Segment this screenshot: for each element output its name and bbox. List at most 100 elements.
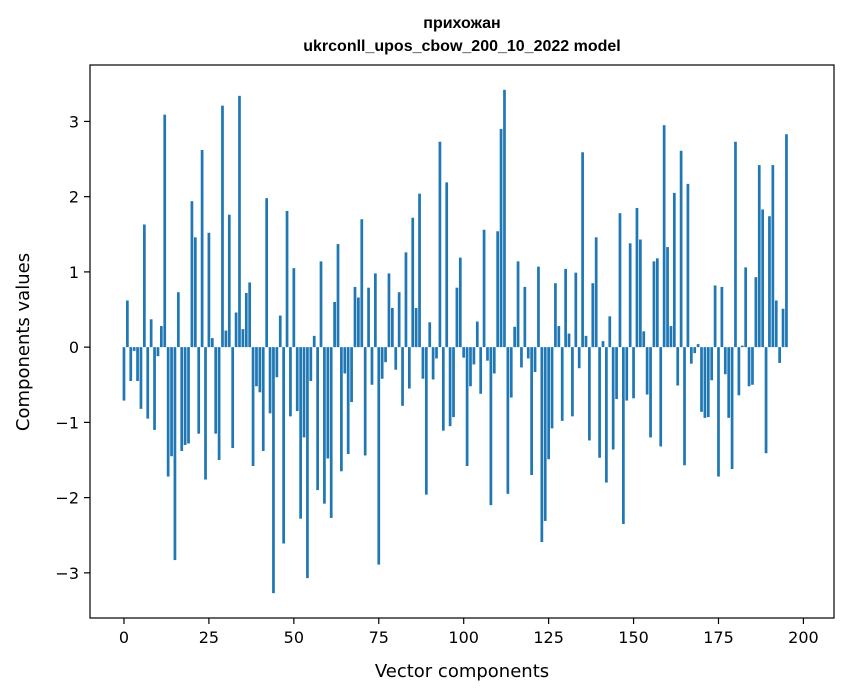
bar xyxy=(703,347,707,418)
bar xyxy=(537,266,540,348)
bar xyxy=(764,347,768,454)
bar xyxy=(445,182,449,348)
bar xyxy=(326,347,330,459)
bar xyxy=(747,347,751,387)
bar xyxy=(625,347,629,401)
bar xyxy=(241,329,245,348)
bar xyxy=(200,150,204,348)
bar xyxy=(170,347,173,457)
bar xyxy=(584,335,588,348)
bar xyxy=(458,257,462,348)
bar xyxy=(292,268,296,348)
bar xyxy=(306,347,309,579)
bar xyxy=(761,209,765,348)
bar xyxy=(207,232,211,348)
bar xyxy=(143,224,146,348)
bar xyxy=(577,347,581,369)
bar xyxy=(244,292,248,348)
bar xyxy=(672,192,676,348)
x-tick-label: 150 xyxy=(618,628,649,647)
bar xyxy=(679,150,683,348)
bar xyxy=(367,287,370,348)
bar xyxy=(350,347,353,403)
bar xyxy=(421,347,425,379)
bar xyxy=(489,347,493,506)
bar xyxy=(652,261,656,348)
bar xyxy=(700,347,703,412)
bar xyxy=(394,347,398,370)
bar xyxy=(482,229,486,348)
bar xyxy=(740,345,744,348)
bar xyxy=(499,128,503,348)
bar xyxy=(781,308,785,348)
bar xyxy=(547,347,550,460)
bar xyxy=(441,347,445,431)
bar xyxy=(424,347,428,495)
bar xyxy=(285,210,289,348)
bar xyxy=(234,312,238,348)
y-axis-label: Components values xyxy=(13,253,34,431)
x-tick-label: 175 xyxy=(703,628,734,647)
bar xyxy=(431,347,435,380)
bar xyxy=(265,198,269,348)
bar xyxy=(391,308,394,348)
x-tick-label: 25 xyxy=(199,628,219,647)
bar xyxy=(720,286,724,348)
bar xyxy=(639,239,642,348)
y-tick-label: 2 xyxy=(69,188,79,207)
bar xyxy=(173,347,177,561)
bar xyxy=(608,316,612,348)
bar xyxy=(727,347,731,418)
bar xyxy=(594,237,598,348)
bar xyxy=(778,347,781,363)
bar xyxy=(513,326,517,348)
bar xyxy=(159,326,163,348)
bar xyxy=(166,347,170,477)
bar xyxy=(737,347,741,396)
bar xyxy=(323,347,326,504)
bar xyxy=(734,141,737,348)
bar xyxy=(316,347,319,491)
bar xyxy=(588,347,591,441)
bar xyxy=(227,214,231,348)
y-tick-label: 3 xyxy=(69,112,79,131)
bar xyxy=(255,347,258,387)
bar xyxy=(479,347,483,394)
bar xyxy=(411,217,415,348)
bar xyxy=(543,347,547,521)
bar xyxy=(465,347,469,467)
x-tick-label: 0 xyxy=(119,628,129,647)
bar xyxy=(618,213,622,348)
bar xyxy=(706,347,710,418)
bar xyxy=(187,347,190,444)
bar xyxy=(560,347,564,421)
bar xyxy=(744,267,748,348)
bar xyxy=(221,105,224,348)
bar xyxy=(428,322,432,348)
bar xyxy=(231,347,235,448)
bar xyxy=(418,193,421,348)
bar xyxy=(455,287,459,348)
bar xyxy=(139,347,143,409)
bar xyxy=(723,347,727,375)
bar xyxy=(333,302,336,348)
bar xyxy=(550,347,554,429)
bar xyxy=(210,338,214,348)
bar xyxy=(357,297,360,348)
bar xyxy=(649,347,652,438)
bar xyxy=(774,300,778,348)
bar xyxy=(272,347,275,594)
bar xyxy=(601,341,605,348)
bar xyxy=(645,347,649,395)
bar xyxy=(605,347,608,483)
bar xyxy=(571,347,574,417)
x-tick-label: 50 xyxy=(284,628,304,647)
bar xyxy=(407,347,411,389)
bar xyxy=(567,333,571,348)
y-tick-label: 0 xyxy=(69,338,79,357)
bar xyxy=(346,347,350,454)
bar xyxy=(319,261,323,348)
bar xyxy=(153,347,156,430)
bar xyxy=(520,347,523,368)
